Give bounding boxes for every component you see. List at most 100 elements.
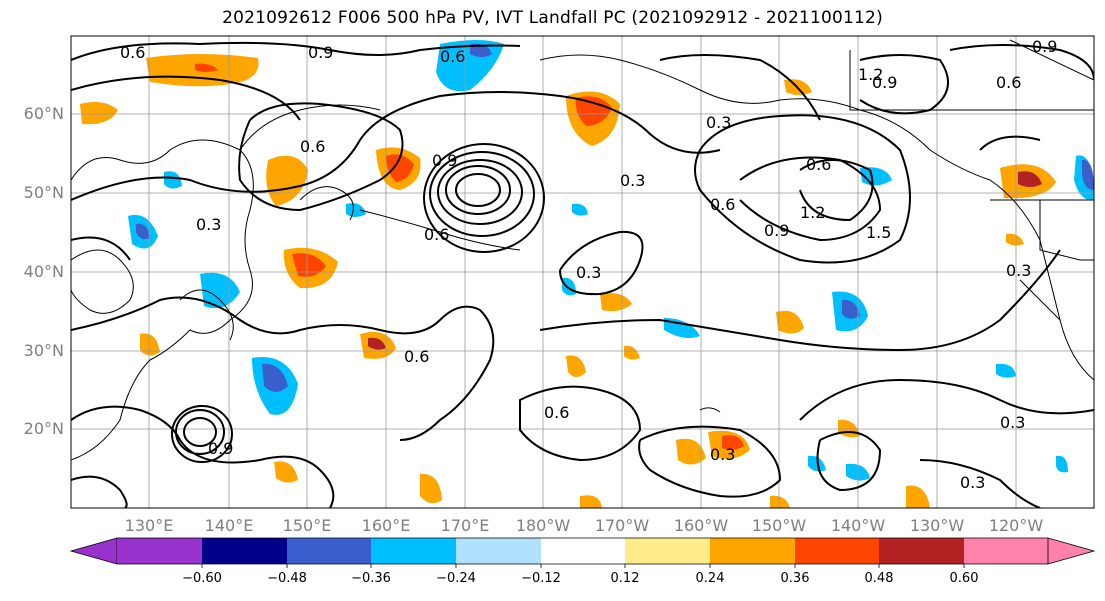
contour-label: 1.2 [800, 203, 825, 222]
negative-anomaly [1056, 455, 1068, 473]
colorbar-bin [879, 538, 964, 564]
lon-label: 140°W [830, 516, 886, 535]
colorbar-bin [795, 538, 879, 564]
negative-anomaly [136, 223, 150, 240]
colorbar-bin [964, 538, 1048, 564]
positive-anomaly [368, 337, 386, 350]
contours [71, 41, 1094, 508]
negative-anomaly [996, 363, 1016, 378]
colorbar-bin [541, 538, 625, 564]
positive-anomaly [1006, 233, 1024, 246]
contour-label: 0.6 [806, 155, 831, 174]
positive-anomaly [838, 419, 860, 438]
map-frame [70, 35, 1095, 509]
positive-anomaly [580, 495, 602, 508]
colorbar-bin [625, 538, 710, 564]
contour-label: 1.5 [866, 223, 891, 242]
colorbar-bin [117, 538, 202, 564]
contour-labels: 0.6 0.9 0.6 1.2 0.9 0.6 0.9 0.6 0.3 0.3 … [120, 37, 1057, 492]
lat-label: 20°N [23, 419, 64, 438]
negative-anomaly [262, 363, 288, 392]
contour-label: 0.6 [544, 403, 569, 422]
positive-anomaly [770, 495, 790, 508]
colorbar-tick-label: −0.12 [521, 571, 561, 586]
contour-label: 0.3 [620, 171, 645, 190]
positive-anomaly [140, 333, 160, 356]
positive-anomaly [274, 461, 298, 483]
negative-anomaly [164, 171, 182, 189]
colorbar-bin [710, 538, 795, 564]
positive-anomaly [566, 355, 586, 377]
negative-anomaly [562, 277, 576, 296]
positive-anomaly [195, 63, 218, 72]
contour-label: 0.6 [120, 43, 145, 62]
contour-label: 0.6 [424, 225, 449, 244]
negative-anomaly [1082, 159, 1094, 190]
colorbar-max-extend [1047, 537, 1096, 565]
contour-label: 0.9 [1032, 37, 1057, 56]
contour-label: 0.9 [208, 439, 233, 458]
colorbar [69, 537, 1096, 568]
contour-label: 0.3 [196, 215, 221, 234]
colorbar-tick-label: 0.12 [610, 571, 640, 586]
contour-label: 0.9 [308, 43, 333, 62]
negative-anomaly [470, 43, 492, 57]
lon-label: 150°W [751, 516, 807, 535]
lon-label: 160°W [673, 516, 729, 535]
colorbar-tick-label: −0.48 [267, 571, 307, 586]
contour-label: 0.3 [706, 113, 731, 132]
contour-label: 0.6 [440, 47, 465, 66]
lon-label: 130°W [909, 516, 965, 535]
colorbar-min-extend [69, 537, 118, 565]
positive-anomaly [80, 102, 118, 125]
lon-label: 160°E [361, 516, 411, 535]
colorbar-bin [371, 538, 456, 564]
lon-label: 140°E [204, 516, 254, 535]
positive-anomaly [1018, 171, 1042, 187]
lat-label: 50°N [23, 183, 64, 202]
lon-label: 170°W [594, 516, 650, 535]
colorbar-tick-label: 0.24 [695, 571, 725, 586]
positive-anomaly [624, 345, 640, 360]
contour-label: 0.6 [300, 137, 325, 156]
lat-label: 40°N [23, 262, 64, 281]
lon-label: 170°E [440, 516, 490, 535]
lon-label: 180°W [515, 516, 571, 535]
colorbar-tick-label: 0.60 [949, 571, 979, 586]
contour-label: 0.3 [576, 263, 601, 282]
positive-anomaly [292, 253, 326, 277]
contour-label: 0.3 [1000, 413, 1025, 432]
negative-anomaly [572, 203, 588, 216]
coastlines [71, 39, 1094, 461]
positive-anomaly [906, 485, 930, 508]
contour-label: 0.3 [710, 445, 735, 464]
contour-label: 0.9 [432, 151, 457, 170]
colorbar-tick-label: 0.36 [780, 571, 810, 586]
anomaly-fills [80, 40, 1094, 508]
lat-label: 30°N [23, 341, 64, 360]
contour-label: 0.6 [710, 195, 735, 214]
positive-anomaly [575, 96, 612, 126]
lat-label: 60°N [23, 104, 64, 123]
contour-label: 0.3 [960, 473, 985, 492]
positive-anomaly [676, 438, 706, 465]
lon-label: 120°W [988, 516, 1044, 535]
graticule [71, 36, 1094, 508]
positive-anomaly [386, 154, 414, 182]
colorbar-tick-label: −0.60 [182, 571, 222, 586]
negative-anomaly [200, 272, 240, 309]
contour-label: 0.9 [764, 221, 789, 240]
positive-anomaly [722, 435, 744, 450]
lon-label: 130°E [124, 516, 174, 535]
map-title: 2021092612 F006 500 hPa PV, IVT Landfall… [222, 8, 883, 28]
positive-anomaly [420, 473, 442, 504]
contour-label: 0.3 [1006, 261, 1031, 280]
colorbar-bin [287, 538, 371, 564]
contour-label: 0.6 [996, 73, 1021, 92]
colorbar-tick-label: −0.36 [351, 571, 391, 586]
positive-anomaly [776, 310, 804, 334]
lon-label: 150°E [282, 516, 332, 535]
contour-label: 0.6 [404, 347, 429, 366]
negative-anomaly [346, 203, 366, 217]
